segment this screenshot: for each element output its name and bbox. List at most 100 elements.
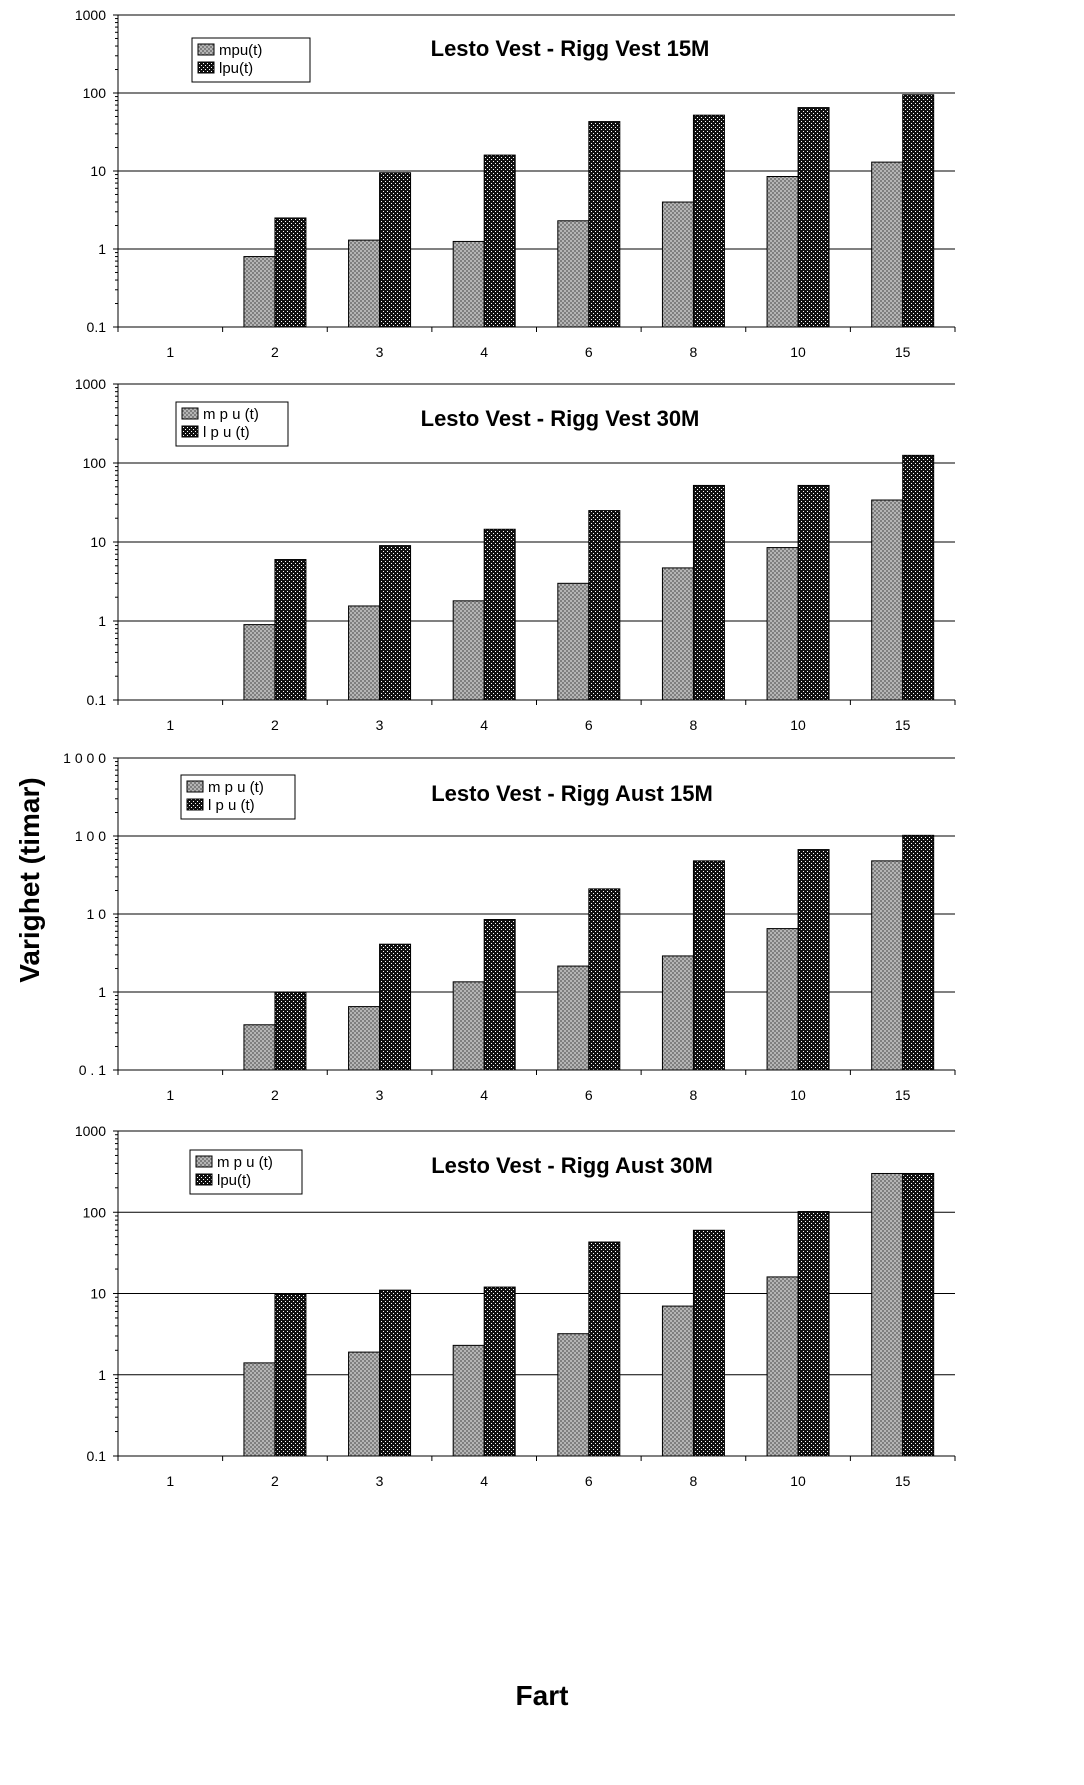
bar-mpu [452,1344,485,1457]
x-tick-label: 8 [690,717,698,733]
legend-swatch [195,1155,213,1168]
x-tick-label: 10 [790,344,806,360]
y-tick-label: 10 [90,163,106,179]
x-tick-label: 6 [585,717,593,733]
bar-mpu [661,201,694,328]
legend-label: m p u (t) [217,1154,273,1171]
x-tick-label: 8 [690,1087,698,1103]
y-tick-label: 1 [98,241,106,257]
chart-title: Lesto Vest - Rigg Aust 15M [431,781,713,806]
y-tick-label: 1 [98,984,106,1000]
y-tick-label: 1000 [75,376,106,392]
bar-mpu [557,220,590,328]
bar-lpu [483,919,516,1071]
legend-label: l p u (t) [203,424,250,441]
bar-lpu [274,991,307,1071]
bar-lpu [797,107,830,328]
bar-lpu [902,1172,935,1457]
legend-label: m p u (t) [208,779,264,796]
bar-mpu [348,605,381,701]
x-tick-label: 15 [895,344,911,360]
legend-swatch [195,1173,213,1186]
x-tick-label: 4 [480,717,488,733]
bar-mpu [871,1172,904,1457]
x-tick-label: 3 [376,717,384,733]
bar-lpu [274,1293,307,1457]
bar-mpu [871,499,904,701]
x-tick-label: 1 [166,717,174,733]
x-tick-label: 2 [271,344,279,360]
bar-lpu [379,545,412,701]
x-tick-label: 4 [480,1087,488,1103]
bar-lpu [797,849,830,1071]
legend-swatch [181,425,199,438]
bar-lpu [483,528,516,701]
legend-label: m p u (t) [203,406,259,423]
x-tick-label: 10 [790,1087,806,1103]
x-tick-label: 1 [166,1473,174,1489]
legend-label: lpu(t) [217,1172,251,1189]
x-tick-label: 2 [271,1473,279,1489]
bar-mpu [452,240,485,328]
bar-mpu [348,239,381,328]
legend-label: l p u (t) [208,797,255,814]
y-axis-label: Varighet (timar) [14,777,45,983]
y-tick-label: 10 [90,534,106,550]
bar-mpu [348,1006,381,1071]
x-tick-label: 3 [376,1473,384,1489]
x-tick-label: 8 [690,1473,698,1489]
x-tick-label: 15 [895,717,911,733]
bar-mpu [661,955,694,1071]
x-tick-label: 6 [585,344,593,360]
bar-mpu [766,176,799,328]
y-tick-label: 0.1 [87,692,107,708]
y-tick-label: 1 0 [87,906,107,922]
y-axis-label-container: Varighet (timar) [0,0,60,1785]
bar-lpu [483,154,516,328]
legend-swatch [197,43,215,56]
x-tick-label: 6 [585,1087,593,1103]
bar-mpu [871,860,904,1071]
chart-panel-3: 0 . 1 1 1 0 1 0 0 1 0 0 0 1 2 3 4 6 8 10 15 m p u (t)… [63,750,956,1103]
y-tick-label: 100 [83,85,107,101]
bar-mpu [243,624,276,701]
chart-title: Lesto Vest - Rigg Vest 15M [431,36,710,61]
bar-mpu [452,600,485,701]
bar-lpu [588,888,621,1071]
bar-lpu [588,1241,621,1457]
bar-lpu [588,510,621,701]
y-tick-label: 1 0 0 0 [63,750,106,766]
bar-lpu [379,172,412,328]
bar-mpu [766,928,799,1071]
bar-mpu [766,1276,799,1457]
bar-mpu [661,567,694,701]
bar-lpu [379,1289,412,1457]
bar-lpu [379,943,412,1071]
bar-lpu [692,484,725,701]
bar-lpu [902,94,935,328]
bar-mpu [243,256,276,328]
bar-mpu [557,582,590,701]
bar-mpu [661,1305,694,1457]
legend: m p u (t)l p u (t) [180,774,296,820]
bar-lpu [483,1286,516,1457]
bar-mpu [452,981,485,1071]
y-tick-label: 0.1 [87,1448,107,1464]
y-tick-label: 100 [83,455,107,471]
bar-lpu [797,484,830,701]
legend-swatch [186,780,204,793]
x-tick-label: 3 [376,1087,384,1103]
x-tick-label: 3 [376,344,384,360]
x-axis-label: Fart [515,1680,569,1711]
bar-mpu [243,1024,276,1071]
y-tick-label: 0 . 1 [79,1062,106,1078]
bar-mpu [557,965,590,1071]
chart-title: Lesto Vest - Rigg Aust 30M [431,1153,713,1178]
bar-lpu [274,559,307,701]
legend-label: lpu(t) [219,60,253,77]
x-tick-label: 4 [480,344,488,360]
x-tick-label: 1 [166,1087,174,1103]
bar-mpu [348,1351,381,1457]
bar-lpu [692,114,725,328]
